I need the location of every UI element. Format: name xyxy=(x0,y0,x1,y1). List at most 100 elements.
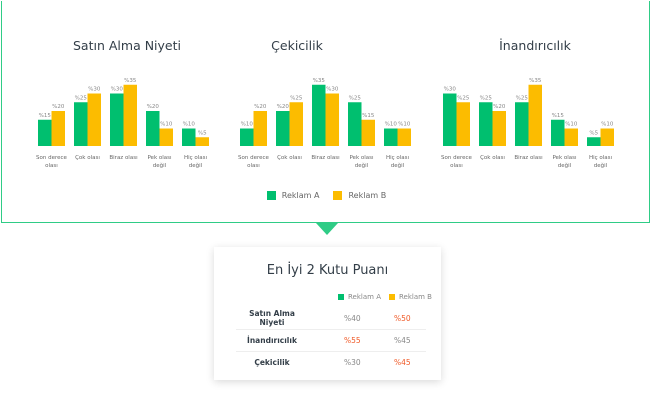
category-label: Pek olası xyxy=(349,155,374,161)
bar-a xyxy=(74,102,88,146)
row-label: Çekicilik xyxy=(254,357,290,367)
bar-a xyxy=(587,137,601,146)
category-label: Çok olası xyxy=(277,155,302,161)
card-legend-label-a: Reklam A xyxy=(348,293,381,301)
value-a: %30 xyxy=(344,357,361,367)
chart-title: İnandırıcılık xyxy=(499,38,572,53)
card-swatch-b xyxy=(388,294,395,300)
data-label: %15 xyxy=(552,113,565,119)
data-label: %5 xyxy=(198,130,207,136)
bar-b xyxy=(253,111,267,146)
data-label: %35 xyxy=(313,78,326,84)
bar-b xyxy=(397,128,411,146)
data-label: %15 xyxy=(362,113,375,119)
data-label: %10 xyxy=(565,122,578,128)
category-label: değil xyxy=(391,162,405,169)
legend-item-a: Reklam A xyxy=(266,191,320,200)
bar-b xyxy=(564,128,578,146)
card-swatch-a xyxy=(338,294,344,300)
data-label: %35 xyxy=(529,78,542,84)
data-label: %25 xyxy=(349,95,362,101)
data-label: %10 xyxy=(385,122,398,128)
bar-a xyxy=(384,128,398,146)
bar-a xyxy=(348,102,362,146)
category-label: Son derece xyxy=(441,155,473,161)
value-b: %50 xyxy=(394,313,411,323)
data-label: %10 xyxy=(398,122,411,128)
category-label: Biraz olası xyxy=(311,155,340,161)
data-label: %25 xyxy=(75,95,88,101)
legend-label-b: Reklam B xyxy=(348,191,387,200)
category-label: Biraz olası xyxy=(109,155,138,161)
bar-b xyxy=(87,93,101,146)
category-label: değil xyxy=(594,162,608,169)
bar-a xyxy=(146,111,160,146)
bar-a xyxy=(551,119,565,146)
bar-a xyxy=(515,102,529,146)
row-label: İnandırıcılık xyxy=(247,335,297,345)
data-label: %30 xyxy=(88,87,101,93)
bar-a xyxy=(110,93,124,146)
data-label: %5 xyxy=(589,130,598,136)
bar-charts: Satın Alma Niyeti %15 %20 Son derece olası %2… xyxy=(36,38,614,169)
category-label: değil xyxy=(558,162,572,169)
bar-b xyxy=(51,111,65,146)
card-legend: Reklam A Reklam B xyxy=(338,293,432,301)
data-label: %10 xyxy=(241,122,254,128)
legend-swatch-a xyxy=(266,191,276,200)
data-label: %20 xyxy=(493,104,506,110)
category-label: Pek olası xyxy=(552,155,577,161)
card-legend-label-b: Reklam B xyxy=(398,293,432,301)
data-label: %10 xyxy=(183,122,196,128)
chart-title: Çekicilik xyxy=(271,38,323,53)
value-a: %55 xyxy=(344,335,361,345)
bar-a xyxy=(479,102,493,146)
category-label: olası xyxy=(450,163,463,169)
legend-swatch-b xyxy=(333,191,343,200)
data-label: %20 xyxy=(254,104,267,110)
data-label: %30 xyxy=(444,87,457,93)
category-label: Çok olası xyxy=(75,155,100,161)
card-legend-b: Reklam B xyxy=(388,293,432,301)
data-label: %35 xyxy=(124,78,137,84)
row-label: Satın Alma Niyeti xyxy=(249,309,295,327)
bar-b xyxy=(600,128,614,146)
bar-b xyxy=(528,84,542,146)
card-title: En İyi 2 Kutu Puanı xyxy=(266,263,389,278)
bar-a xyxy=(443,93,457,146)
bar-a xyxy=(312,84,326,146)
bar-b xyxy=(195,137,209,146)
data-label: %25 xyxy=(516,95,529,101)
data-label: %20 xyxy=(147,104,160,110)
data-label: %15 xyxy=(39,113,52,119)
table-row: Satın Alma Niyeti %40 %50 xyxy=(236,307,426,330)
data-label: %20 xyxy=(277,104,290,110)
data-label: %30 xyxy=(111,87,124,93)
chart-title: Satın Alma Niyeti xyxy=(73,38,181,53)
table-row: Çekicilik %30 %45 xyxy=(236,351,426,373)
data-label: %30 xyxy=(326,87,339,93)
category-label: Son derece xyxy=(36,155,68,161)
table-row: İnandırıcılık %55 %45 xyxy=(236,329,426,352)
bar-a xyxy=(38,119,52,146)
legend-label-a: Reklam A xyxy=(281,191,320,200)
data-label: %25 xyxy=(457,95,470,101)
bar-b xyxy=(456,102,470,146)
bar-b xyxy=(325,93,339,146)
top2box-card: En İyi 2 Kutu Puanı Reklam A Reklam B Sa… xyxy=(214,247,441,380)
category-label: Hiç olası xyxy=(184,155,208,161)
bar-b xyxy=(361,119,375,146)
category-label: değil xyxy=(355,162,369,169)
data-label: %10 xyxy=(601,122,614,128)
category-label: Hiç olası xyxy=(589,155,613,161)
data-label: %25 xyxy=(480,95,493,101)
bar-a xyxy=(240,128,254,146)
category-label: Pek olası xyxy=(147,155,172,161)
pointer-arrow xyxy=(316,223,338,235)
bar-b xyxy=(123,84,137,146)
bar-b xyxy=(289,102,303,146)
value-b: %45 xyxy=(394,335,411,345)
category-label: Son derece xyxy=(238,155,270,161)
card-legend-a: Reklam A xyxy=(338,293,381,301)
bar-a xyxy=(182,128,196,146)
